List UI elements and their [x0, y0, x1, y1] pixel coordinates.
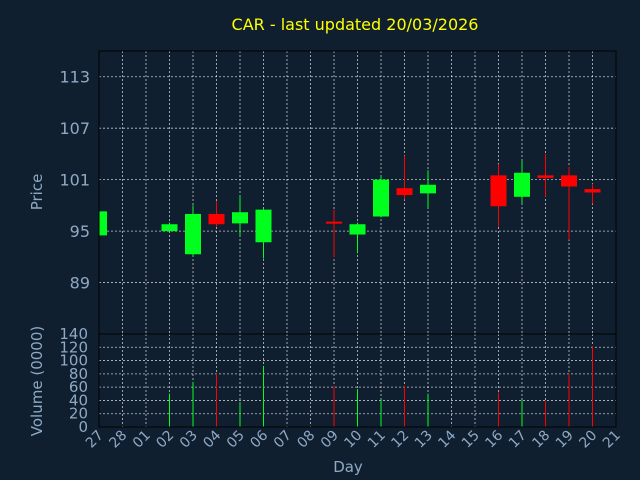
price-y-tick-label: 113	[59, 68, 90, 87]
volume-y-tick-label: 40	[69, 391, 88, 409]
candle-body	[514, 172, 530, 197]
price-y-tick-label: 89	[70, 274, 90, 293]
candle-body	[373, 179, 389, 217]
volume-y-tick-label: 140	[59, 325, 88, 343]
candle-body	[99, 211, 107, 236]
candle-body	[420, 184, 436, 194]
candle-body	[584, 189, 601, 193]
price-y-tick-label: 95	[70, 222, 90, 241]
candle-body	[161, 224, 178, 232]
volume-y-tick-label: 0	[78, 418, 88, 436]
price-y-axis-label: Price	[28, 174, 46, 211]
candle-body	[185, 213, 201, 255]
volume-bars	[169, 345, 593, 427]
volume-y-tick-label: 120	[59, 338, 88, 356]
candle-body	[255, 209, 272, 243]
price-y-tick-label: 107	[59, 119, 90, 138]
price-y-tick-label: 101	[59, 171, 90, 190]
candle-body	[349, 224, 366, 235]
candle-body	[326, 221, 342, 224]
candle-body	[396, 188, 413, 196]
volume-y-axis-label: Volume (0000)	[28, 326, 46, 436]
chart-title: CAR - last updated 20/03/2026	[232, 15, 479, 34]
volume-y-tick-label: 60	[69, 378, 88, 396]
volume-y-tick-label: 20	[69, 405, 88, 423]
x-axis-ticks: 27 28 01 02 03 04 05 06 07 08 09 10 11 12 13 14 15 16 17 18…	[83, 427, 624, 451]
price-candles	[98, 153, 601, 259]
candle-body	[561, 175, 577, 187]
candle-body	[232, 212, 248, 224]
volume-y-tick-label: 80	[69, 365, 88, 383]
candle-body	[208, 213, 225, 225]
x-axis-label: Day	[333, 458, 363, 476]
candle-body	[490, 175, 507, 207]
price-panel: 89 95 101 107 113 Price	[28, 50, 617, 335]
candle-body	[537, 175, 554, 178]
volume-plot-frame	[98, 333, 617, 428]
price-y-ticks: 89 95 101 107 113	[59, 68, 90, 293]
volume-y-tick-label: 100	[59, 352, 88, 370]
